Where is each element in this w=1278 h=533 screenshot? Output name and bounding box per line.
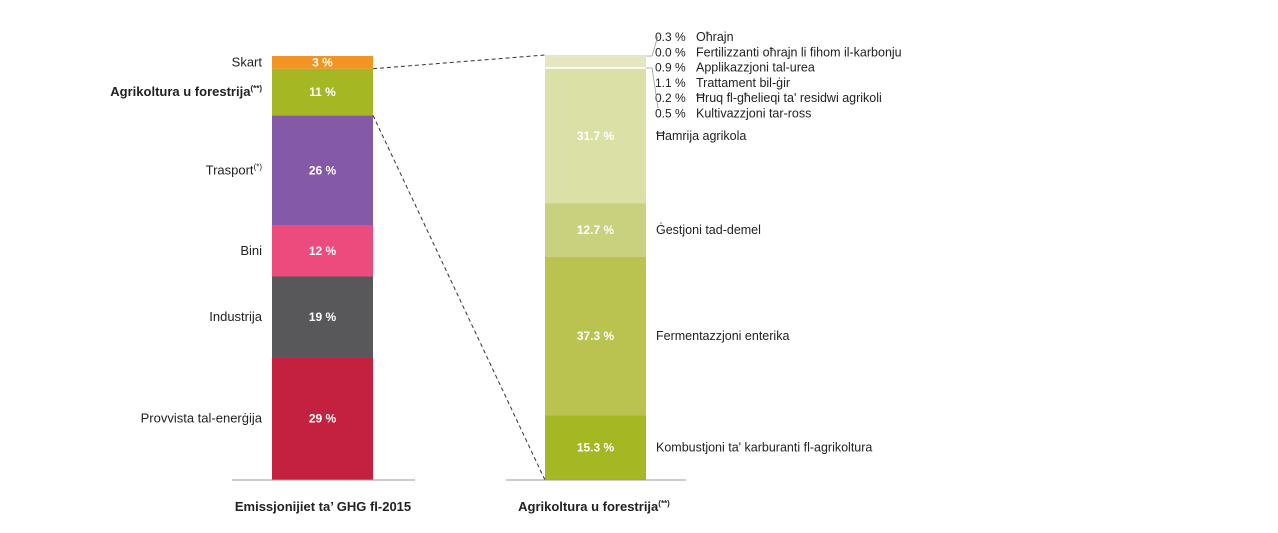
left-category-label: Industrija <box>209 309 263 324</box>
small-segment-label: Trattament bil-ġir <box>696 76 790 90</box>
right-bar-segment-kombustjoni-ta-karburanti-fl-agrikoltura <box>545 415 646 480</box>
right-value-label: 15.3 % <box>577 441 615 455</box>
right-value-label: 12.7 % <box>577 223 615 237</box>
connector-line-bottom <box>372 115 546 481</box>
left-category-label: Trasport(*) <box>206 162 263 177</box>
small-segment-label: Kultivazzjoni tar-ross <box>696 107 811 121</box>
small-segment-percent: 0.9 % <box>655 61 686 75</box>
small-segment-percent: 1.1 % <box>655 76 686 90</box>
connector-line-top <box>372 54 546 70</box>
right-bar-segment-gestjoni-tad-demel <box>545 203 646 257</box>
left-value-label: 19 % <box>309 310 337 324</box>
left-value-label: 11 % <box>309 85 336 99</box>
right-axis-title: Agrikoltura u forestrija(**) <box>518 499 670 514</box>
right-category-label: Ħamrija agrikola <box>656 129 746 143</box>
right-value-label: 31.7 % <box>577 129 615 143</box>
right-bar-segment-fermentazzjoni-enterika <box>545 256 646 416</box>
small-segment-percent: 0.5 % <box>655 107 686 121</box>
left-bar-segment-bini <box>272 225 373 277</box>
right-bar-segment-trattament-bil-gir <box>545 60 646 66</box>
left-category-label: Provvista tal-enerġija <box>141 411 263 426</box>
right-category-label: Fermentazzjoni enterika <box>656 329 789 343</box>
small-segment-label: Oħrajn <box>696 30 734 44</box>
left-category-label: Agrikoltura u forestrija(**) <box>110 84 262 99</box>
small-segment-label: Fertilizzanti oħrajn li fihom il-karbonj… <box>696 45 902 59</box>
small-segment-label: Applikazzjoni tal-urea <box>696 61 815 75</box>
left-bar-segment-provvista-tal-energija <box>272 357 373 480</box>
small-segment-percent: 0.3 % <box>655 30 686 44</box>
left-bar-segment-trasport <box>272 115 373 226</box>
leader-line-bottom <box>646 67 659 109</box>
left-axis-title: Emissjonijiet ta’ GHG fl-2015 <box>235 499 411 514</box>
right-stacked-bar: 15.3 % Kombustjoni ta' karburanti fl-agri… <box>545 30 902 480</box>
right-bar-segment-applikazzjoni-tal-urea <box>545 56 646 61</box>
small-segment-percent: 0.2 % <box>655 91 686 105</box>
left-value-label: 26 % <box>309 163 337 177</box>
left-value-label: 29 % <box>309 412 337 426</box>
leader-line-top <box>646 35 659 57</box>
right-category-label: Kombustjoni ta' karburanti fl-agrikoltur… <box>656 441 872 455</box>
left-value-label: 12 % <box>309 244 337 258</box>
left-stacked-bar: 29 % Provvista tal-enerġija 19 % Industrija… <box>110 54 373 480</box>
left-bar-segment-agrikoltura-u-forestrija <box>272 68 373 116</box>
left-value-label: 3 % <box>312 55 333 69</box>
right-bar-segment-o-rajn <box>545 55 646 57</box>
right-category-label: Ġestjoni tad-demel <box>656 223 761 237</box>
left-bar-segment-industrija <box>272 276 373 358</box>
right-bar-segment-amrija-agrikola <box>545 68 646 204</box>
left-category-label: Bini <box>240 243 262 258</box>
right-bar-segment-ruq-fl-g-elieqi-ta-residwi-agrikoli <box>545 65 646 67</box>
left-bar-segment-skart <box>272 56 373 69</box>
right-value-label: 37.3 % <box>577 329 615 343</box>
zoom-connector-lines <box>372 54 546 481</box>
left-category-label: Skart <box>232 54 263 69</box>
small-segment-percent: 0.0 % <box>655 45 686 59</box>
small-segment-label: Ħruq fl-għelieqi ta' residwi agrikoli <box>696 91 882 105</box>
